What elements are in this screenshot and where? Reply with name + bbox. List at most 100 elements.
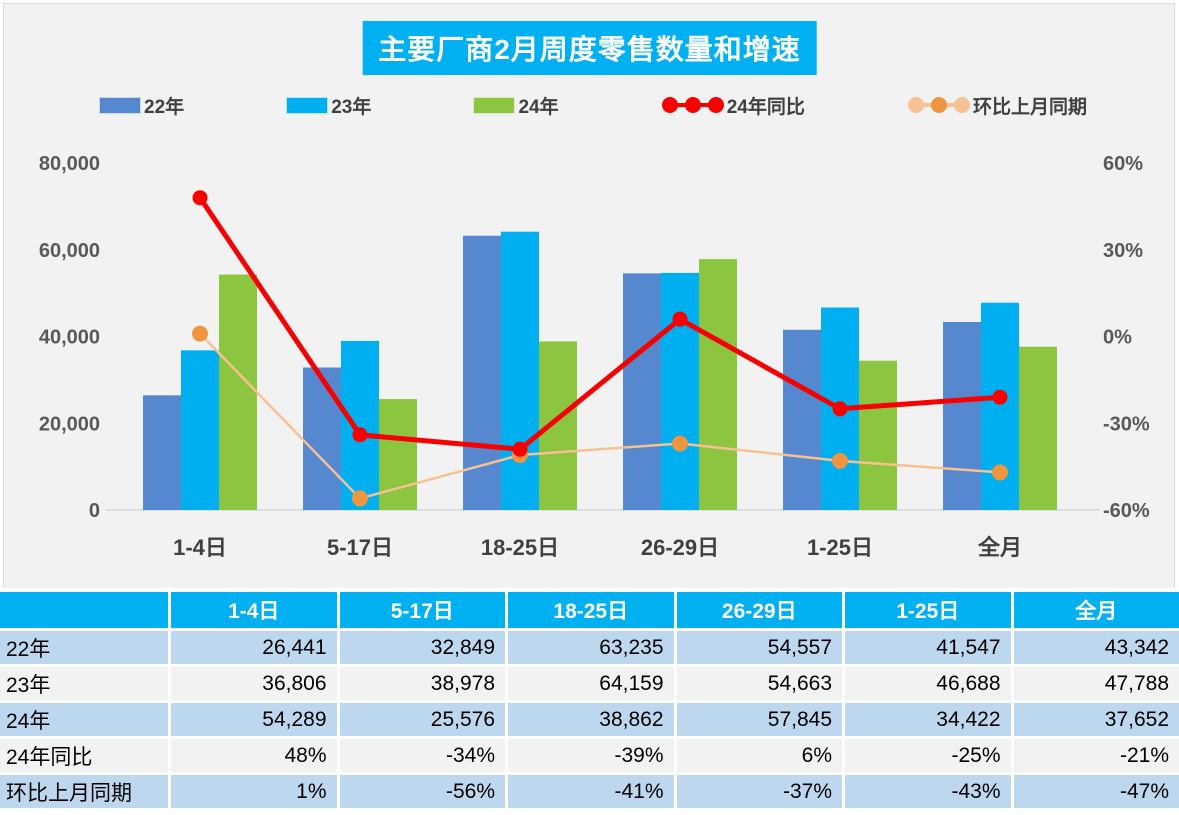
mom-marker (192, 325, 208, 342)
bar (303, 367, 341, 510)
table-header-cell: 1-25日 (845, 592, 1011, 628)
right-axis-tick: -60% (1103, 500, 1150, 522)
data-table: 1-4日 5-17日 18-25日 26-29日 1-25日 全月 22年 26,441 32,… (0, 592, 1179, 808)
table-row-label: 22年 (0, 631, 168, 664)
legend-label: 24年同比 (726, 96, 805, 118)
table-cell: 43,342 (1013, 631, 1179, 664)
table-cell: -43% (845, 775, 1011, 808)
bar (143, 395, 181, 510)
table-row-label: 环比上月同期 (0, 775, 168, 808)
chart-section: 0 20,000 40,000 60,000 80,000 -60% -30% 0% 30% 60… (3, 3, 1175, 588)
table-cell: -47% (1013, 775, 1179, 808)
table-cell: 26,441 (171, 631, 337, 664)
table-header-cell: 5-17日 (339, 592, 505, 628)
table-header-cell: 18-25日 (508, 592, 674, 628)
chart-title: 主要厂商2月周度零售数量和增速 (362, 21, 817, 75)
table-row-label: 24年 (0, 703, 168, 736)
table-cell: 47,788 (1013, 667, 1179, 700)
table-cell: 32,849 (339, 631, 505, 664)
bar (661, 272, 699, 510)
bar (501, 231, 539, 511)
bar (379, 399, 417, 510)
table-cell: -34% (339, 739, 505, 772)
yoy-marker (832, 401, 848, 417)
mom-marker (672, 435, 688, 452)
table-cell: 6% (676, 739, 842, 772)
bar (341, 340, 379, 510)
mom-marker (832, 452, 848, 469)
legend-bar-swatch-icon (286, 96, 329, 114)
legend-bar-swatch-icon (99, 96, 141, 114)
table-cell: 34,422 (845, 703, 1011, 736)
left-axis-tick: 40,000 (39, 327, 100, 349)
legend-label: 23年 (331, 96, 372, 118)
table-cell: 54,557 (676, 631, 842, 664)
yoy-marker (992, 389, 1008, 405)
table-cell: -21% (1013, 739, 1179, 772)
bar (181, 350, 219, 510)
table-cell: 1% (171, 775, 337, 808)
legend-bar-swatch-icon (473, 96, 516, 114)
table-row-label: 24年同比 (0, 739, 168, 772)
x-axis-label: 5-17日 (327, 535, 393, 560)
x-axis-label: 18-25日 (481, 535, 559, 560)
table-cell: -25% (845, 739, 1011, 772)
bar (219, 274, 257, 510)
legend-line-swatch-icon (907, 97, 970, 113)
legend-item: 24年同比 (661, 92, 805, 119)
left-axis-tick: 20,000 (39, 413, 100, 435)
legend-line-swatch-icon (661, 97, 724, 113)
yoy-marker (512, 441, 528, 457)
table-cell: 46,688 (845, 667, 1011, 700)
bar (539, 341, 577, 510)
left-axis-tick: 60,000 (39, 240, 100, 262)
table-cell: 41,547 (845, 631, 1011, 664)
table-header-cell: 26-29日 (676, 592, 842, 628)
right-axis-tick: 0% (1103, 327, 1132, 349)
bar (623, 273, 661, 510)
yoy-marker (192, 190, 208, 206)
x-axis-label: 1-25日 (807, 535, 873, 560)
mom-line (198, 332, 1002, 500)
bar (943, 322, 981, 510)
legend-label: 22年 (144, 96, 185, 118)
combo-chart: 0 20,000 40,000 60,000 80,000 -60% -30% 0% 30% 60… (39, 153, 1150, 560)
table-cell: 25,576 (339, 703, 505, 736)
table-header-cell: 全月 (1013, 592, 1179, 628)
legend-label: 环比上月同期 (972, 96, 1087, 118)
legend-item: 23年 (286, 92, 371, 119)
table-cell: -37% (676, 775, 842, 808)
legend-item: 22年 (99, 92, 184, 119)
table-row-label: 23年 (0, 667, 168, 700)
left-axis-tick: 80,000 (39, 153, 100, 175)
legend-item: 环比上月同期 (907, 92, 1087, 119)
right-axis-tick: 30% (1103, 240, 1143, 262)
legend-label: 24年 (518, 96, 559, 118)
mom-marker (352, 490, 368, 507)
table-cell: -39% (508, 739, 674, 772)
table-cell: 48% (171, 739, 337, 772)
chart-legend: 22年 23年 24年 24年同比 环比上月同期 (99, 92, 1087, 118)
bar (859, 360, 897, 510)
yoy-line (197, 195, 1003, 452)
right-axis-tick: 60% (1103, 153, 1143, 175)
right-axis-tick: -30% (1103, 413, 1150, 435)
table-cell: 38,862 (508, 703, 674, 736)
table-cell: 54,289 (171, 703, 337, 736)
table-cell: 64,159 (508, 667, 674, 700)
yoy-marker (672, 311, 688, 327)
table-cell: 57,845 (676, 703, 842, 736)
legend-item: 24年 (473, 92, 559, 119)
table-cell: 37,652 (1013, 703, 1179, 736)
table-header-cell: 1-4日 (171, 592, 337, 628)
bar (783, 329, 821, 510)
x-axis-label: 全月 (977, 535, 1022, 560)
table-header-cell (0, 592, 168, 628)
table-cell: 63,235 (508, 631, 674, 664)
table-cell: 54,663 (676, 667, 842, 700)
mom-marker (992, 464, 1008, 481)
table-cell: -41% (508, 775, 674, 808)
x-axis-label: 26-29日 (641, 535, 719, 560)
yoy-marker (352, 427, 368, 443)
table-cell: -56% (339, 775, 505, 808)
